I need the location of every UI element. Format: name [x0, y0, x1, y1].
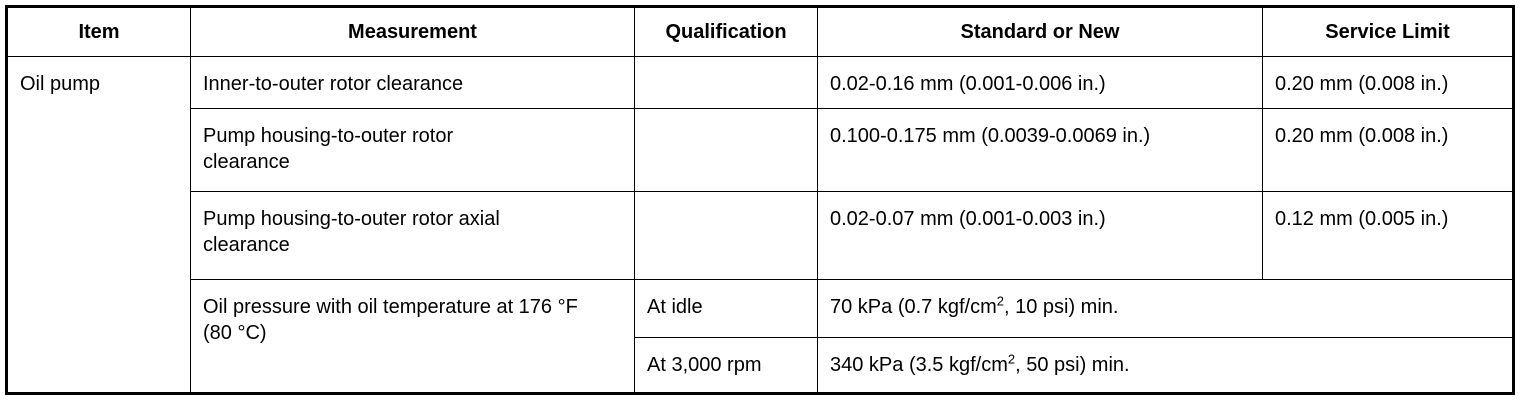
- header-item: Item: [6, 6, 191, 57]
- item-cell: Oil pump: [6, 56, 191, 394]
- value-text: 340 kPa (3.5 kgf/cm: [830, 354, 1008, 376]
- standard-cell: 0.02-0.16 mm (0.001-0.006 in.): [817, 56, 1263, 109]
- limit-cell: 0.12 mm (0.005 in.): [1262, 191, 1514, 280]
- specifications-table: Item Measurement Qualification Standard …: [5, 5, 1515, 395]
- table-row: Pump housing-to-outer rotor clearance 0.…: [7, 108, 1514, 192]
- qualification-cell: [634, 56, 818, 109]
- superscript: 2: [1007, 351, 1016, 367]
- standard-cell: 70 kPa (0.7 kgf/cm2, 10 psi) min.: [817, 279, 1514, 338]
- table-row: Pump housing-to-outer rotor axial cleara…: [7, 191, 1514, 280]
- measurement-cell: Pump housing-to-outer rotor axial cleara…: [190, 191, 635, 280]
- value-text: , 10 psi) min.: [1003, 296, 1119, 318]
- limit-cell: 0.20 mm (0.008 in.): [1262, 56, 1514, 109]
- measurement-cell: Inner-to-outer rotor clearance: [190, 56, 635, 109]
- measurement-cell: Pump housing-to-outer rotor clearance: [190, 108, 635, 192]
- table-row: Oil pump Inner-to-outer rotor clearance …: [6, 56, 1514, 394]
- qualification-cell: At 3,000 rpm: [634, 337, 818, 394]
- standard-cell: 0.100-0.175 mm (0.0039-0.0069 in.): [817, 108, 1263, 192]
- measurement-cell: Oil pressure with oil temperature at 176…: [190, 279, 635, 394]
- superscript: 2: [996, 293, 1004, 309]
- value-text: , 50 psi) min.: [1015, 354, 1130, 376]
- qualification-cell: [634, 108, 818, 192]
- header-row: Item Measurement Qualification Standard …: [6, 6, 1514, 57]
- qualification-cell: [634, 191, 818, 280]
- header-standard: Standard or New: [817, 6, 1263, 57]
- limit-cell: 0.20 mm (0.008 in.): [1262, 108, 1514, 192]
- qualification-cell: At idle: [634, 279, 818, 338]
- header-qualification: Qualification: [634, 6, 818, 57]
- standard-cell: 0.02-0.07 mm (0.001-0.003 in.): [817, 191, 1263, 280]
- standard-cell: 340 kPa (3.5 kgf/cm2, 50 psi) min.: [817, 337, 1514, 394]
- header-measurement: Measurement: [190, 6, 635, 57]
- table-row: Oil pressure with oil temperature at 176…: [7, 279, 1514, 394]
- header-service-limit: Service Limit: [1262, 6, 1514, 57]
- table-row: At 3,000 rpm 340 kPa (3.5 kgf/cm2, 50 ps…: [7, 337, 1514, 394]
- value-text: 70 kPa (0.7 kgf/cm: [830, 296, 997, 318]
